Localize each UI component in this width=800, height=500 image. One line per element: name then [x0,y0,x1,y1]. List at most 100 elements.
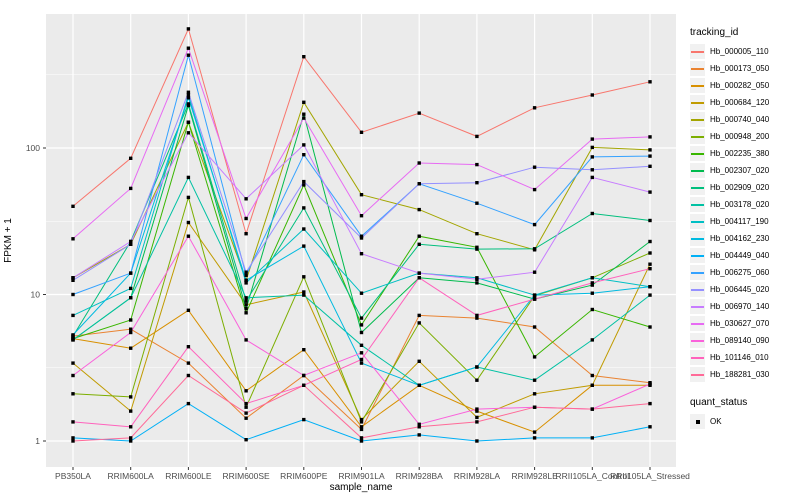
data-point-marker [648,164,652,168]
data-point-marker [302,206,306,210]
legend-key-swatch [690,350,705,365]
series-color-line-icon [691,322,704,325]
legend-item-label: OK [710,417,722,426]
square-marker-icon [695,419,700,424]
data-point-marker [648,267,652,271]
legend-item: Hb_004162_230 [690,230,798,247]
data-point-marker [302,179,306,184]
legend-item-label: Hb_004117_190 [710,217,769,226]
data-point-marker [186,131,191,135]
data-point-marker [186,46,191,50]
data-point-marker [648,148,652,152]
data-point-marker [417,359,421,363]
series-color-line-icon [691,67,704,70]
legend-item: Hb_002235_380 [690,145,798,162]
data-point-marker [359,361,364,365]
data-point-marker [244,416,248,420]
legend-item-label: Hb_003178_020 [710,200,770,209]
legend-item-label: Hb_004162_230 [710,234,770,243]
legend: tracking_id Hb_000005_110 Hb_000173_050 Hb… [690,27,798,430]
data-point-marker [648,425,652,429]
data-point-marker [532,187,537,192]
x-tick-label: RRIM928BA [396,471,444,481]
series-color-line-icon [691,169,704,172]
data-point-marker [244,273,248,278]
legend-item: Hb_089140_090 [690,332,798,349]
data-point-marker [648,262,652,266]
data-point-marker [244,307,248,311]
series-color-line-icon [691,50,704,53]
legend-key-swatch [690,248,705,263]
data-point-marker [475,181,479,185]
data-point-marker [532,325,537,329]
legend-item: Hb_000948_200 [690,128,798,145]
legend-key-swatch [690,316,705,331]
data-point-marker [417,161,421,165]
legend-item-label: Hb_188281_030 [710,370,770,379]
data-point-marker [186,345,191,349]
data-point-marker [302,143,306,147]
data-point-marker [359,291,364,295]
data-point-marker [359,343,364,347]
legend-item-label: Hb_089140_090 [710,336,770,345]
data-point-marker [244,299,248,303]
data-point-marker [186,175,191,180]
data-point-marker [186,96,191,100]
legend-item: Hb_000005_110 [690,43,798,60]
data-point-marker [417,234,421,238]
legend-item-label: Hb_000005_110 [710,47,769,56]
data-point-marker [71,237,75,241]
data-point-marker [244,216,248,221]
data-point-marker [302,183,306,187]
data-point-marker [359,436,364,440]
series-color-line-icon [691,118,704,121]
legend-item-quant-ok: OK [690,413,798,430]
data-point-marker [129,330,133,335]
data-point-marker [302,290,306,294]
legend-key-swatch [690,78,705,93]
legend-item: Hb_004449_040 [690,247,798,264]
y-axis-title: FPKM + 1 [3,218,14,263]
data-point-marker [359,357,364,362]
data-point-marker [129,242,133,246]
data-point-marker [475,277,479,281]
legend-item: Hb_188281_030 [690,366,798,383]
data-point-marker [648,80,652,84]
data-point-marker [186,102,191,106]
legend-item-label: Hb_000740_040 [710,115,770,124]
data-point-marker [129,318,133,322]
data-point-marker [532,222,537,227]
legend-item: Hb_030627_070 [690,315,798,332]
data-point-marker [186,27,191,31]
data-point-marker [590,373,594,378]
data-point-marker [475,420,479,424]
data-point-marker [648,251,652,255]
data-point-marker [475,409,479,413]
legend-spacer [690,383,798,397]
data-point-marker [590,93,594,97]
data-point-marker [186,361,191,365]
data-point-marker [532,165,537,169]
data-point-marker [532,247,537,251]
data-point-marker [129,409,133,413]
data-point-marker [244,405,248,409]
data-point-marker [590,338,594,342]
series-color-line-icon [691,220,704,223]
data-point-marker [302,348,306,352]
legend-item-label: Hb_006445_020 [710,285,770,294]
data-point-marker [590,283,594,287]
legend-item-label: Hb_000173_050 [710,64,770,73]
data-point-marker [359,417,364,422]
legend-item: Hb_006445_020 [690,281,798,298]
data-point-marker [302,112,306,116]
data-point-marker [648,190,652,194]
data-point-marker [359,351,364,355]
legend-item: Hb_002307_020 [690,162,798,179]
data-point-marker [359,316,364,320]
data-point-marker [590,168,594,172]
data-point-marker [359,193,364,197]
series-color-line-icon [691,271,704,274]
data-point-marker [417,383,421,387]
data-point-marker [590,211,594,216]
data-point-marker [648,293,652,297]
